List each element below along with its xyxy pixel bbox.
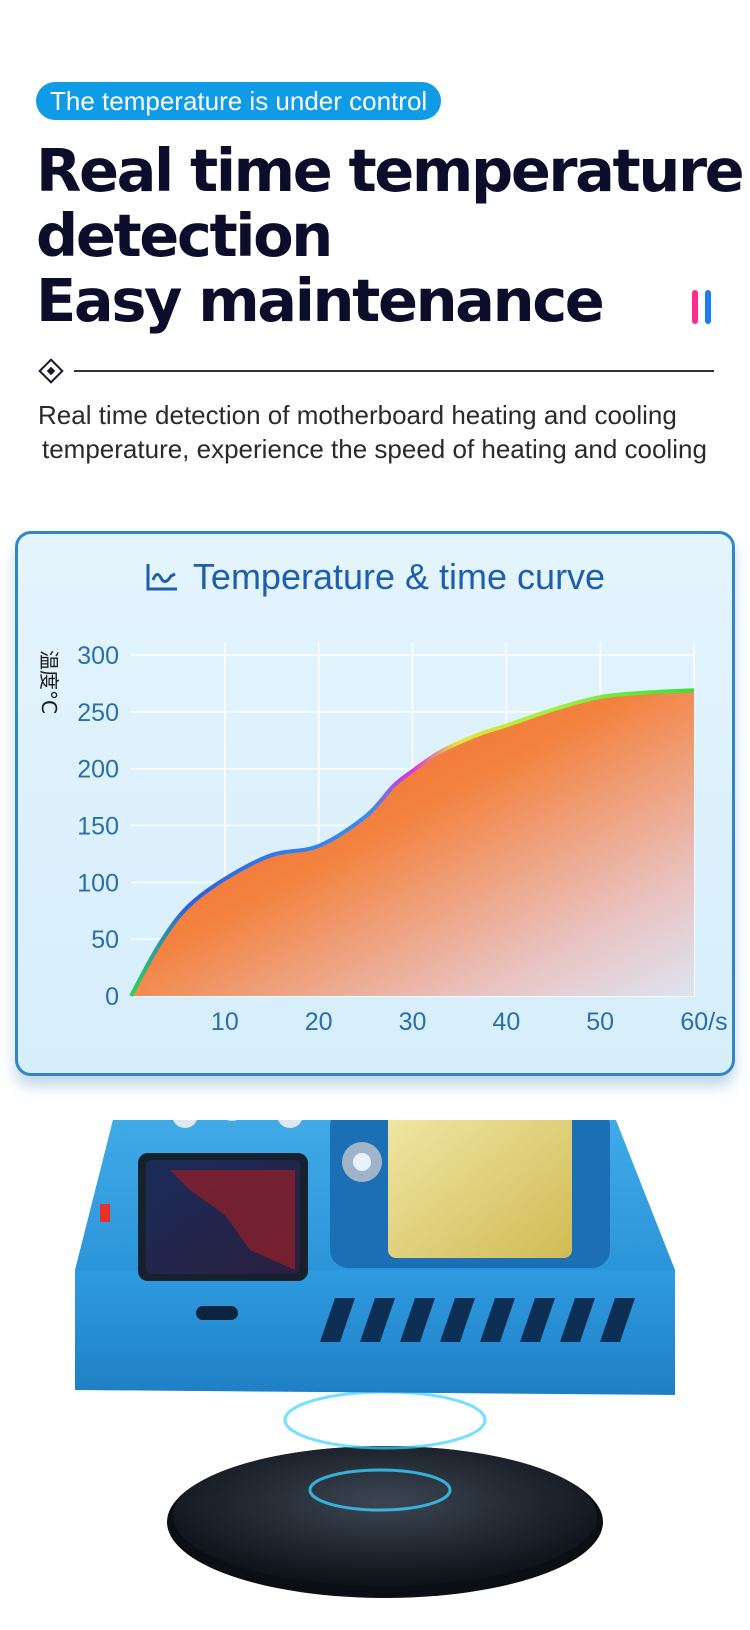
heating-station-device bbox=[75, 1120, 675, 1395]
y-tick-label: 150 bbox=[77, 813, 119, 841]
description: Real time detection of motherboard heati… bbox=[38, 398, 728, 466]
x-tick-label: 10 bbox=[211, 1008, 239, 1036]
description-line-2: temperature, experience the speed of hea… bbox=[42, 434, 707, 464]
y-tick-label: 0 bbox=[105, 983, 119, 1011]
chart-title-text: Temperature & time curve bbox=[192, 556, 606, 597]
wireless-charger-pad bbox=[167, 1390, 603, 1598]
x-tick-label: 40 bbox=[492, 1008, 520, 1036]
headline-line-1: Real time temperature bbox=[36, 136, 745, 205]
product-image bbox=[75, 1120, 675, 1598]
chart-title: Temperature & time curve bbox=[0, 556, 750, 598]
temperature-chart: 0 50 100 150 200 250 300 10 20 30 40 50 60/s 温度°C bbox=[37, 642, 728, 1036]
x-tick-label: 30 bbox=[399, 1008, 427, 1036]
y-axis-label: 温度°C bbox=[37, 650, 61, 714]
divider bbox=[74, 370, 714, 372]
headline-line-2: detection bbox=[36, 201, 333, 270]
y-tick-label: 200 bbox=[77, 756, 119, 784]
feature-badge: The temperature is under control bbox=[36, 82, 442, 120]
y-tick-label: 300 bbox=[77, 642, 119, 670]
y-tick-label: 250 bbox=[77, 699, 119, 727]
description-line-1: Real time detection of motherboard heati… bbox=[38, 400, 677, 430]
x-tick-label: 50 bbox=[586, 1008, 614, 1036]
page-headline: Real time temperature detection Easy mai… bbox=[36, 136, 745, 335]
temperature-line bbox=[129, 688, 695, 997]
line-chart-icon bbox=[146, 564, 177, 591]
y-tick-label: 50 bbox=[91, 926, 119, 954]
headline-line-3: Easy maintenance bbox=[36, 266, 605, 335]
x-tick-label: 60/s bbox=[680, 1008, 727, 1036]
temperature-area bbox=[131, 690, 694, 996]
y-tick-label: 100 bbox=[77, 869, 119, 897]
x-tick-label: 20 bbox=[305, 1008, 333, 1036]
